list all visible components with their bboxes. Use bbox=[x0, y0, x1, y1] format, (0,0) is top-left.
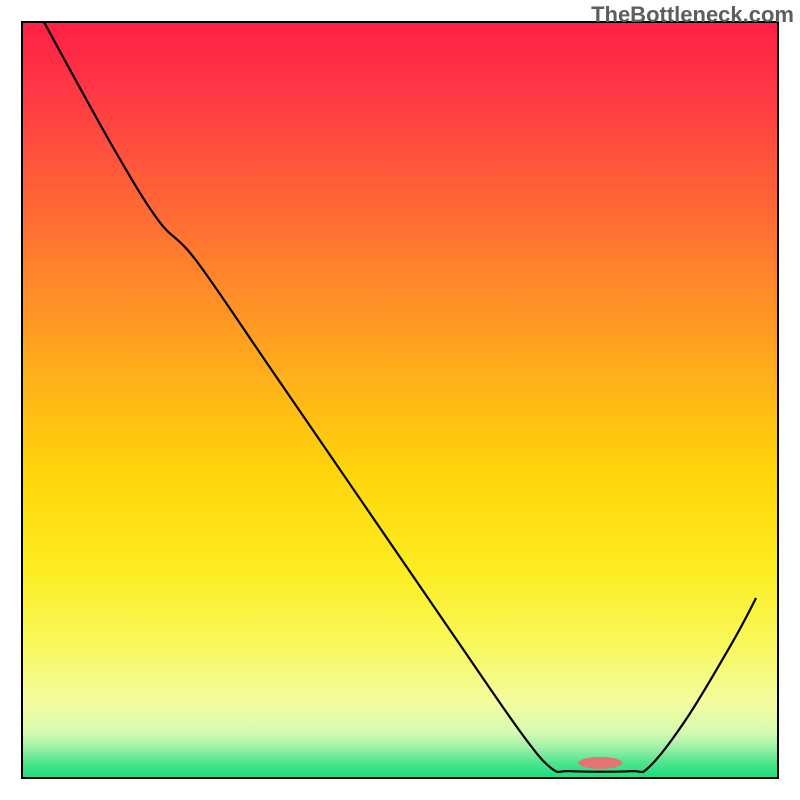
optimal-point-marker bbox=[578, 757, 622, 769]
plot-background bbox=[22, 22, 778, 778]
bottleneck-chart bbox=[0, 0, 800, 800]
watermark-text: TheBottleneck.com bbox=[591, 2, 794, 28]
chart-container: TheBottleneck.com bbox=[0, 0, 800, 800]
